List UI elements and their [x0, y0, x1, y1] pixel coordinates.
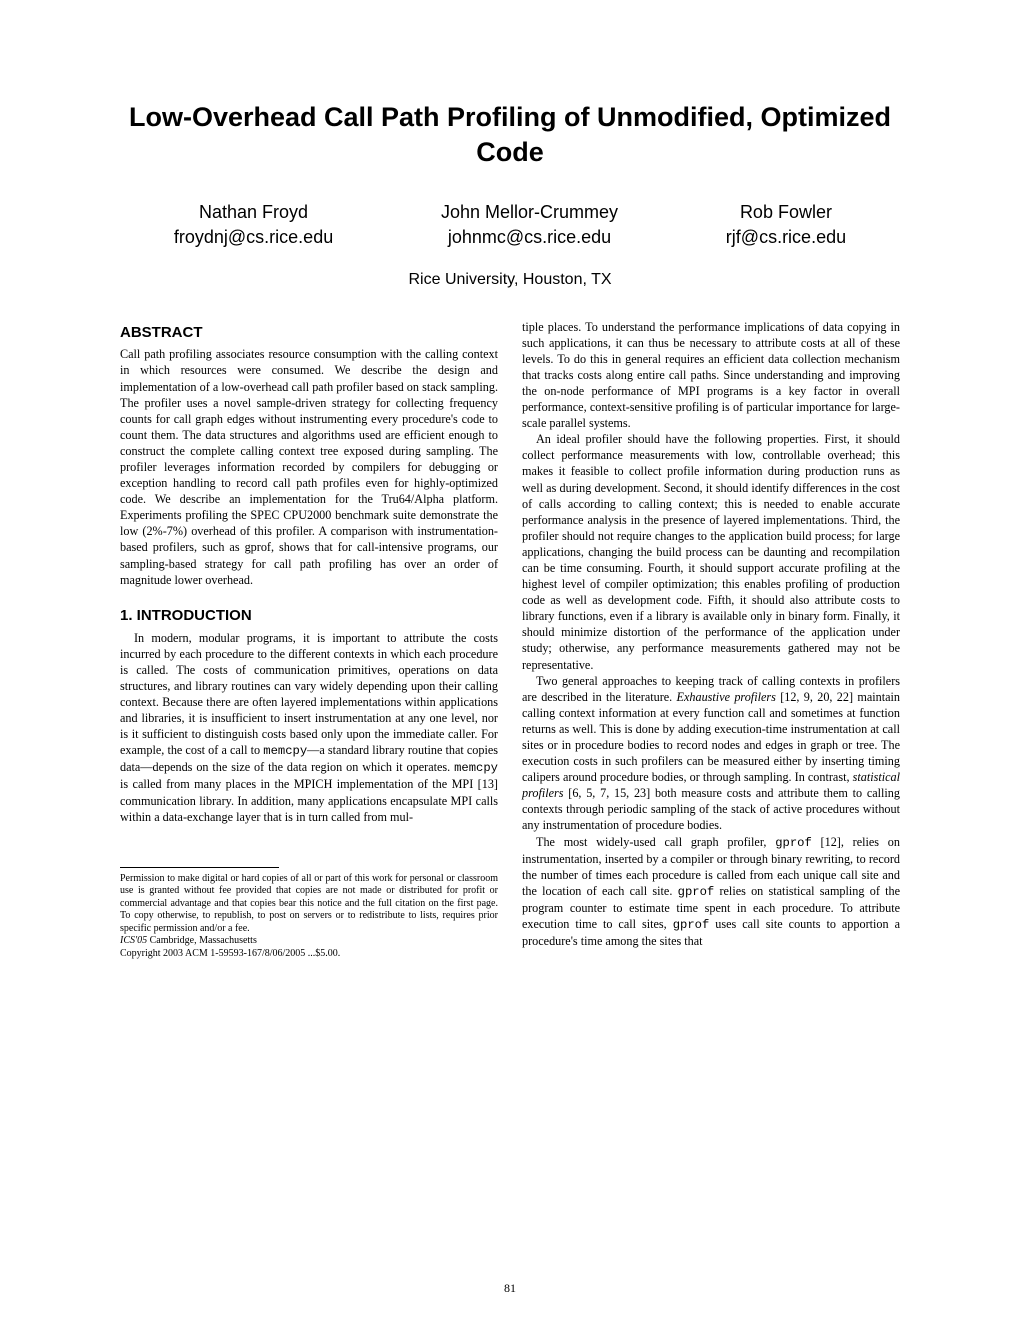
- text-run: tiple places. To understand the performa…: [522, 320, 900, 431]
- code-memcpy: memcpy: [263, 744, 307, 758]
- abstract-heading: ABSTRACT: [120, 323, 498, 343]
- text-run: The most widely-used call graph profiler…: [536, 835, 775, 849]
- intro-paragraph: In modern, modular programs, it is impor…: [120, 630, 498, 825]
- author-block: John Mellor-Crummey johnmc@cs.rice.edu: [441, 200, 618, 250]
- body-paragraph: tiple places. To understand the performa…: [522, 319, 900, 432]
- page-number: 81: [0, 1281, 1020, 1296]
- author-name: Rob Fowler: [726, 200, 846, 225]
- author-email: rjf@cs.rice.edu: [726, 225, 846, 250]
- body-paragraph: Two general approaches to keeping track …: [522, 673, 900, 834]
- body-paragraph: An ideal profiler should have the follow…: [522, 431, 900, 672]
- footnote-rule: [120, 867, 279, 868]
- paper-title: Low-Overhead Call Path Profiling of Unmo…: [120, 100, 900, 170]
- copyright-text: Copyright 2003 ACM 1-59593-167/8/06/2005…: [120, 948, 340, 959]
- two-column-body: ABSTRACT Call path profiling associates …: [120, 319, 900, 961]
- author-email: froydnj@cs.rice.edu: [174, 225, 333, 250]
- author-block: Nathan Froyd froydnj@cs.rice.edu: [174, 200, 333, 250]
- conference-location: Cambridge, Massachusetts: [150, 935, 257, 946]
- text-run: An ideal profiler should have the follow…: [522, 432, 900, 671]
- text-run: [6, 5, 7, 15, 23] both measure costs and…: [522, 786, 900, 832]
- abstract-text: Call path profiling associates resource …: [120, 346, 498, 587]
- text-run: In modern, modular programs, it is impor…: [120, 631, 498, 758]
- body-paragraph: The most widely-used call graph profiler…: [522, 834, 900, 950]
- author-block: Rob Fowler rjf@cs.rice.edu: [726, 200, 846, 250]
- code-gprof: gprof: [775, 836, 812, 850]
- author-name: John Mellor-Crummey: [441, 200, 618, 225]
- authors-row: Nathan Froyd froydnj@cs.rice.edu John Me…: [120, 200, 900, 250]
- text-run: is called from many places in the MPICH …: [120, 777, 498, 823]
- conference-name: ICS'05: [120, 935, 150, 946]
- section-heading: 1. INTRODUCTION: [120, 606, 498, 626]
- right-column: tiple places. To understand the performa…: [522, 319, 900, 961]
- permission-text: Permission to make digital or hard copie…: [120, 873, 498, 934]
- term-exhaustive: Exhaustive profilers: [677, 690, 776, 704]
- abstract-body: Call path profiling associates resource …: [120, 347, 498, 586]
- code-memcpy: memcpy: [454, 761, 498, 775]
- permission-footnote: Permission to make digital or hard copie…: [120, 873, 498, 961]
- author-email: johnmc@cs.rice.edu: [441, 225, 618, 250]
- code-gprof: gprof: [678, 885, 715, 899]
- affiliation: Rice University, Houston, TX: [120, 271, 900, 289]
- code-gprof: gprof: [673, 918, 710, 932]
- author-name: Nathan Froyd: [174, 200, 333, 225]
- left-column: ABSTRACT Call path profiling associates …: [120, 319, 498, 961]
